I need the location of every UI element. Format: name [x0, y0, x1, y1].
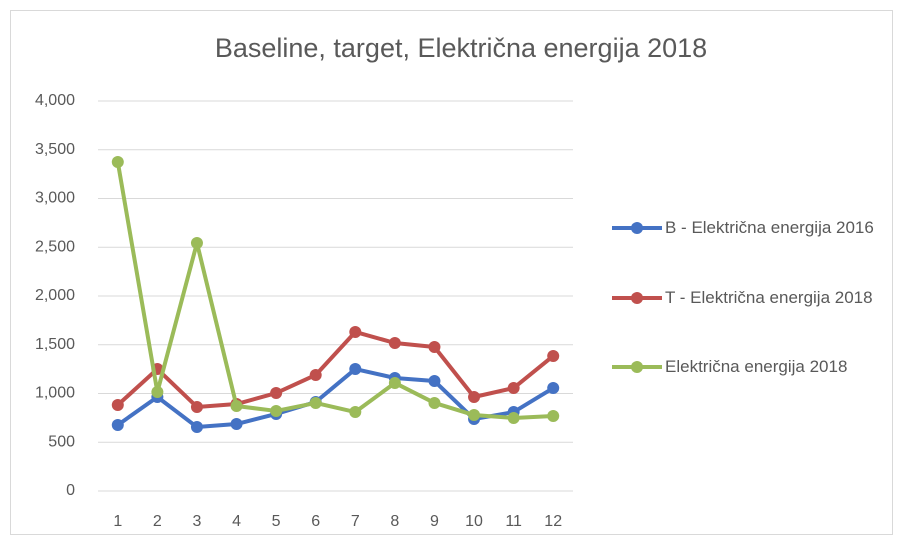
data-point	[190, 421, 203, 434]
data-point	[507, 382, 520, 395]
y-tick-label: 0	[66, 482, 75, 499]
data-point	[388, 336, 401, 349]
data-point	[111, 418, 124, 431]
data-point	[190, 400, 203, 413]
data-point	[151, 386, 164, 399]
x-tick-label: 7	[351, 513, 360, 530]
y-tick-label: 2,500	[35, 238, 75, 255]
data-point	[270, 387, 283, 400]
data-point	[309, 368, 322, 381]
x-tick-label: 10	[465, 513, 483, 530]
x-tick-label: 8	[390, 513, 399, 530]
x-tick-label: 12	[544, 513, 562, 530]
y-tick-label: 4,000	[35, 92, 75, 109]
data-point	[349, 406, 362, 419]
data-point	[388, 376, 401, 389]
data-point	[270, 404, 283, 417]
y-tick-label: 1,500	[35, 336, 75, 353]
data-point	[349, 363, 362, 376]
data-point	[190, 236, 203, 249]
data-point	[111, 399, 124, 412]
data-point	[547, 382, 560, 395]
x-tick-label: 5	[272, 513, 281, 530]
legend-label: T - Električna energija 2018	[665, 288, 873, 307]
data-point	[309, 396, 322, 409]
data-point	[547, 410, 560, 423]
data-point	[428, 340, 441, 353]
y-tick-label: 3,000	[35, 190, 75, 207]
x-tick-label: 2	[153, 513, 162, 530]
y-tick-label: 1,000	[35, 385, 75, 402]
data-point	[507, 411, 520, 424]
data-point	[547, 349, 560, 362]
x-tick-label: 11	[505, 513, 522, 530]
x-tick-label: 1	[113, 513, 122, 530]
x-tick-label: 9	[430, 513, 439, 530]
y-tick-label: 3,500	[35, 141, 75, 158]
x-tick-label: 6	[311, 513, 320, 530]
data-point	[468, 409, 481, 422]
x-tick-label: 3	[193, 513, 202, 530]
y-tick-label: 2,000	[35, 287, 75, 304]
data-point	[111, 156, 124, 169]
x-tick-label: 4	[232, 513, 241, 530]
legend-label: B - Električna energija 2016	[665, 218, 874, 237]
series-line	[116, 329, 555, 409]
y-tick-label: 500	[48, 433, 75, 450]
legend-marker	[631, 222, 643, 234]
chart-title: Baseline, target, Električna energija 20…	[215, 33, 707, 63]
data-point	[349, 325, 362, 338]
series-line	[116, 367, 555, 430]
legend-label: Električna energija 2018	[665, 357, 848, 376]
data-point	[230, 418, 243, 431]
legend-marker	[631, 292, 643, 304]
data-point	[468, 391, 481, 404]
series-line	[115, 161, 554, 420]
chart-border	[10, 10, 893, 535]
data-point	[230, 399, 243, 412]
data-point	[428, 375, 441, 388]
data-point	[428, 396, 441, 409]
legend-marker	[631, 361, 643, 373]
